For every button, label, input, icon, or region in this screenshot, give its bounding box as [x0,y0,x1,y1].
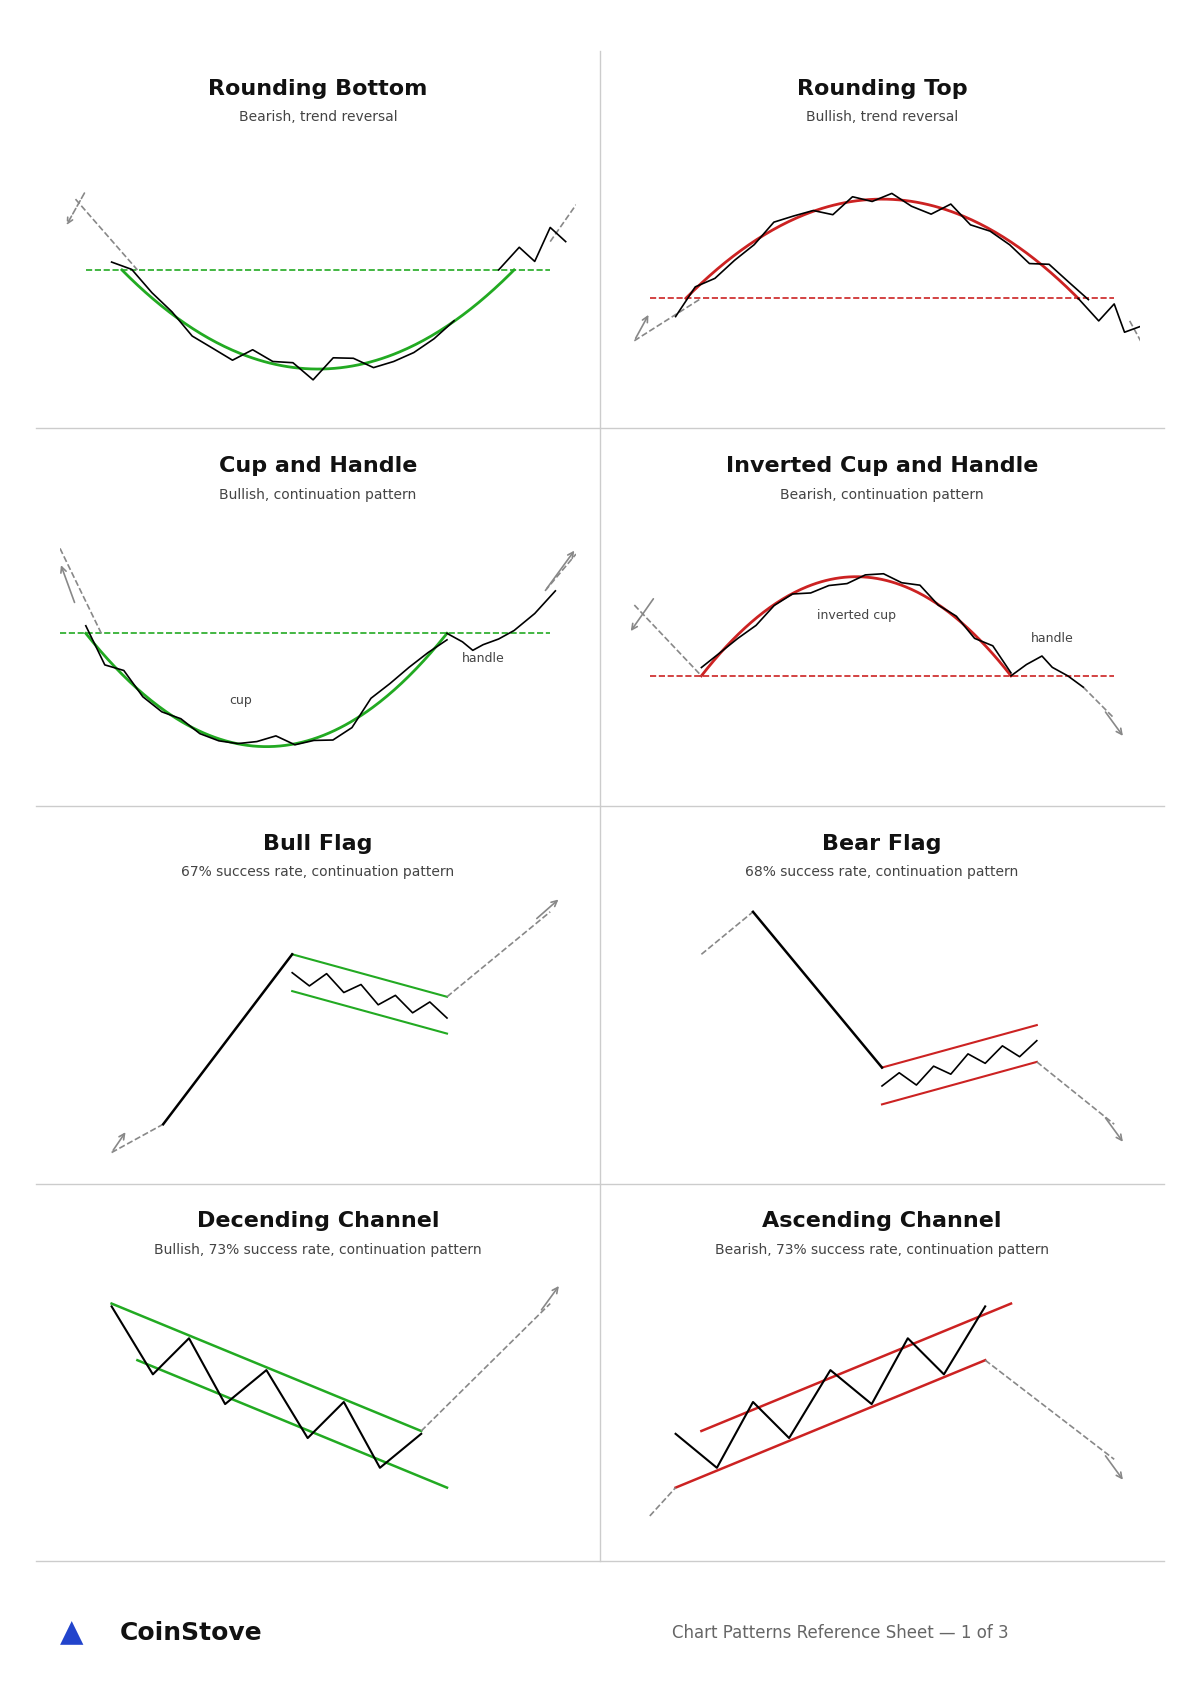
Text: Cup and Handle: Cup and Handle [218,456,418,477]
Text: 68% success rate, continuation pattern: 68% success rate, continuation pattern [745,865,1019,879]
Text: Decending Channel: Decending Channel [197,1212,439,1232]
Text: Chart Patterns Reference Sheet — 1 of 3: Chart Patterns Reference Sheet — 1 of 3 [672,1624,1008,1641]
Text: ▲: ▲ [60,1617,84,1648]
Text: Rounding Bottom: Rounding Bottom [209,78,427,98]
Text: Rounding Top: Rounding Top [797,78,967,98]
Text: Bullish, 73% success rate, continuation pattern: Bullish, 73% success rate, continuation … [154,1242,482,1257]
Text: Bullish, trend reversal: Bullish, trend reversal [806,110,958,124]
Text: Bearish, continuation pattern: Bearish, continuation pattern [780,487,984,502]
Text: Ascending Channel: Ascending Channel [762,1212,1002,1232]
Text: CoinStove: CoinStove [120,1621,263,1644]
Text: handle: handle [462,652,504,665]
Text: handle: handle [1031,631,1074,645]
Text: Bearish, trend reversal: Bearish, trend reversal [239,110,397,124]
Text: Bullish, continuation pattern: Bullish, continuation pattern [220,487,416,502]
Text: Bearish, 73% success rate, continuation pattern: Bearish, 73% success rate, continuation … [715,1242,1049,1257]
Text: 67% success rate, continuation pattern: 67% success rate, continuation pattern [181,865,455,879]
Text: Inverted Cup and Handle: Inverted Cup and Handle [726,456,1038,477]
Text: Bull Flag: Bull Flag [263,833,373,854]
Text: inverted cup: inverted cup [817,609,895,623]
Text: cup: cup [229,694,252,708]
Text: Bear Flag: Bear Flag [822,833,942,854]
